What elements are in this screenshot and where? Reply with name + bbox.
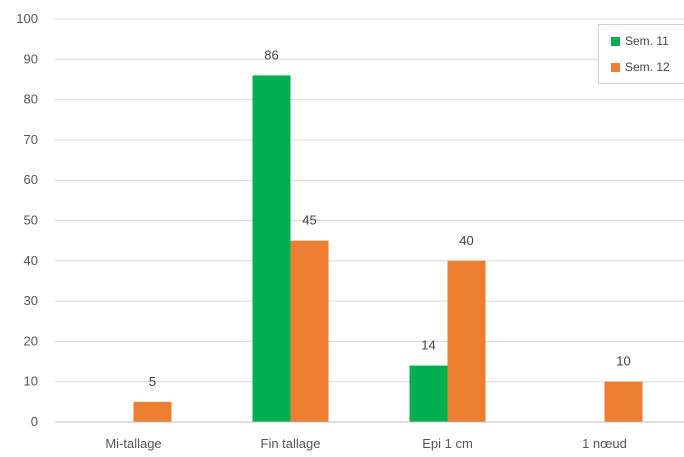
y-tick-label: 80 xyxy=(24,92,38,107)
bar-sem-11-1 xyxy=(252,75,291,423)
y-tick-label: 40 xyxy=(24,253,38,268)
legend: Sem. 11 Sem. 12 xyxy=(598,24,684,84)
x-tick-label: 1 nœud xyxy=(582,436,627,451)
data-label: 86 xyxy=(264,47,278,62)
y-tick-label: 10 xyxy=(24,374,38,389)
bar-sem-12-1 xyxy=(290,240,329,422)
data-label: 14 xyxy=(421,338,435,353)
gridlines xyxy=(55,18,684,383)
y-tick-label: 30 xyxy=(24,293,38,308)
legend-swatch-sem-11 xyxy=(611,36,620,46)
bar-sem-11-2 xyxy=(409,365,448,422)
y-axis: 0 10 20 30 40 50 60 70 80 90 100 xyxy=(16,11,38,429)
bar-sem-12-0 xyxy=(133,401,172,422)
legend-label-sem-11: Sem. 11 xyxy=(625,34,669,48)
data-label: 10 xyxy=(616,354,630,369)
y-tick-label: 60 xyxy=(24,172,38,187)
data-label: 45 xyxy=(302,213,316,228)
x-axis: Mi-tallage Fin tallage Epi 1 cm 1 nœud xyxy=(55,421,684,451)
legend-swatch-sem-12 xyxy=(611,62,620,72)
x-tick-label: Mi-tallage xyxy=(105,436,161,451)
bar-sem-12-3 xyxy=(604,381,643,422)
y-tick-label: 20 xyxy=(24,333,38,348)
bars: 5 86 45 14 40 10 xyxy=(133,47,643,423)
data-label: 5 xyxy=(149,374,156,389)
y-tick-label: 70 xyxy=(24,132,38,147)
y-tick-label: 50 xyxy=(24,213,38,228)
x-tick-label: Epi 1 cm xyxy=(422,436,473,451)
legend-item-sem-11: Sem. 11 xyxy=(611,34,669,48)
y-tick-label: 0 xyxy=(31,414,38,429)
legend-item-sem-12: Sem. 12 xyxy=(611,60,670,74)
y-tick-label: 100 xyxy=(16,11,38,26)
x-tick-label: Fin tallage xyxy=(261,436,321,451)
bar-sem-12-2 xyxy=(447,260,486,422)
data-label: 40 xyxy=(459,233,473,248)
legend-label-sem-12: Sem. 12 xyxy=(625,60,670,74)
y-tick-label: 90 xyxy=(24,51,38,66)
